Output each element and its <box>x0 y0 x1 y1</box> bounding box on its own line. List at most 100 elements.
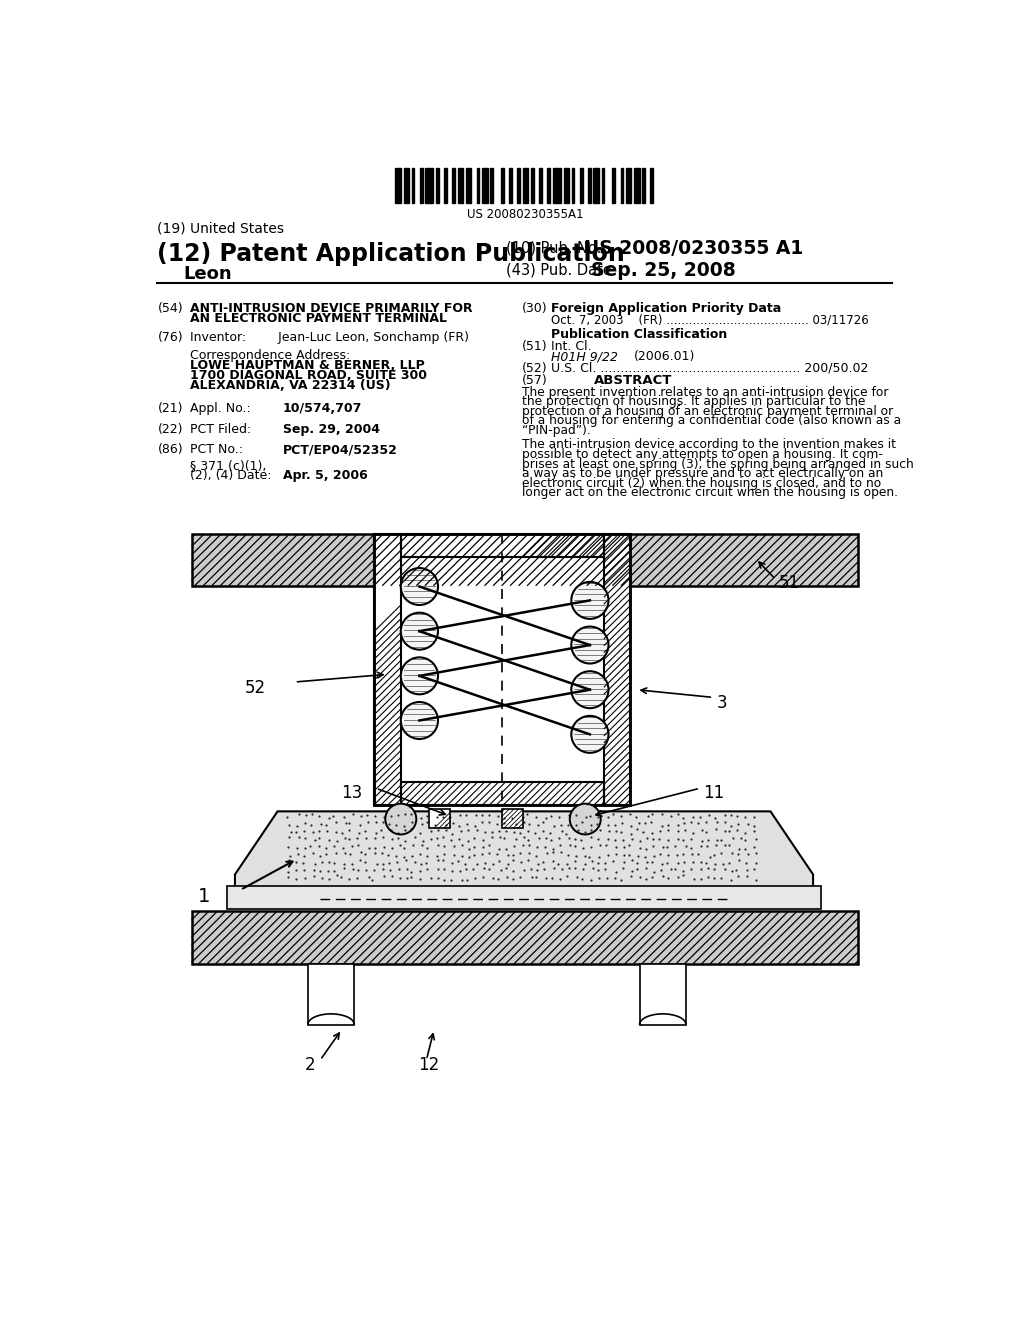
Circle shape <box>400 568 438 605</box>
Bar <box>429 809 451 829</box>
Text: U.S. Cl. .................................................. 200/50.02: U.S. Cl. ...............................… <box>551 362 868 375</box>
Bar <box>444 168 446 203</box>
Bar <box>547 168 550 203</box>
Text: Appl. No.:: Appl. No.: <box>190 401 251 414</box>
Text: (2), (4) Date:: (2), (4) Date: <box>190 469 271 482</box>
Bar <box>403 168 409 203</box>
Bar <box>502 809 523 829</box>
Text: US 2008/0230355 A1: US 2008/0230355 A1 <box>584 239 803 259</box>
Text: (57): (57) <box>521 374 548 387</box>
Text: Correspondence Address:: Correspondence Address: <box>190 350 350 363</box>
Bar <box>531 168 534 203</box>
Bar <box>523 168 528 203</box>
Bar <box>580 168 583 203</box>
Bar <box>375 535 630 805</box>
Text: Leon: Leon <box>183 264 232 282</box>
Bar <box>227 886 821 909</box>
Text: (43) Pub. Date:: (43) Pub. Date: <box>506 263 617 277</box>
Text: 11: 11 <box>703 784 724 801</box>
Text: 1: 1 <box>198 887 210 906</box>
Bar <box>466 168 471 203</box>
Bar <box>395 168 400 203</box>
Text: longer act on the electronic circuit when the housing is open.: longer act on the electronic circuit whe… <box>521 487 898 499</box>
Text: Inventor:        Jean-Luc Leon, Sonchamp (FR): Inventor: Jean-Luc Leon, Sonchamp (FR) <box>190 331 469 345</box>
Text: ANTI-INTRUSION DEVICE PRIMARILY FOR: ANTI-INTRUSION DEVICE PRIMARILY FOR <box>190 302 473 314</box>
Bar <box>563 168 569 203</box>
Circle shape <box>400 612 438 649</box>
Bar <box>477 168 479 203</box>
Bar <box>412 168 415 203</box>
Text: (19) United States: (19) United States <box>158 222 285 235</box>
Text: ALEXANDRIA, VA 22314 (US): ALEXANDRIA, VA 22314 (US) <box>190 379 390 392</box>
Text: H01H 9/22: H01H 9/22 <box>551 350 618 363</box>
Bar <box>553 168 561 203</box>
Bar <box>612 168 615 203</box>
Bar <box>420 168 423 203</box>
Bar <box>540 168 542 203</box>
Text: Int. Cl.: Int. Cl. <box>551 341 592 354</box>
Bar <box>642 168 645 203</box>
Text: 13: 13 <box>341 784 362 801</box>
Text: ABSTRACT: ABSTRACT <box>594 374 672 387</box>
Bar <box>626 168 632 203</box>
Bar <box>604 535 630 805</box>
Text: (12) Patent Application Publication: (12) Patent Application Publication <box>158 242 626 265</box>
Text: 12: 12 <box>419 1056 440 1074</box>
Text: (30): (30) <box>521 302 547 314</box>
Bar <box>601 168 604 203</box>
Bar <box>458 168 463 203</box>
Bar <box>517 168 520 203</box>
Circle shape <box>569 804 601 834</box>
Text: The anti-intrusion device according to the invention makes it: The anti-intrusion device according to t… <box>521 438 896 451</box>
Bar <box>634 168 640 203</box>
Text: Foreign Application Priority Data: Foreign Application Priority Data <box>551 302 781 314</box>
Text: US 20080230355A1: US 20080230355A1 <box>467 209 583 222</box>
Bar <box>400 781 604 805</box>
Bar <box>425 168 433 203</box>
Text: (51): (51) <box>521 341 547 354</box>
Text: Publication Classification: Publication Classification <box>551 327 727 341</box>
Bar <box>375 535 630 805</box>
Bar <box>436 168 438 203</box>
Text: “PIN-pad”).: “PIN-pad”). <box>521 424 591 437</box>
Text: (54): (54) <box>158 302 183 314</box>
Text: Apr. 5, 2006: Apr. 5, 2006 <box>283 469 368 482</box>
Text: (22): (22) <box>158 422 183 436</box>
Bar <box>621 168 624 203</box>
Text: The present invention relates to an anti-intrusion device for: The present invention relates to an anti… <box>521 385 888 399</box>
Text: (76): (76) <box>158 331 183 345</box>
Circle shape <box>571 671 608 708</box>
Bar <box>191 911 858 964</box>
Bar <box>650 168 653 203</box>
Circle shape <box>385 804 417 834</box>
Circle shape <box>571 627 608 664</box>
Bar <box>593 168 599 203</box>
Text: Sep. 25, 2008: Sep. 25, 2008 <box>592 261 736 280</box>
Bar <box>501 168 504 203</box>
Text: LOWE HAUPTMAN & BERNER, LLP: LOWE HAUPTMAN & BERNER, LLP <box>190 359 425 372</box>
Bar <box>482 168 487 203</box>
Text: PCT No.:: PCT No.: <box>190 444 243 457</box>
Text: (2006.01): (2006.01) <box>634 350 695 363</box>
Bar <box>640 964 686 1026</box>
Text: (10) Pub. No.:: (10) Pub. No.: <box>506 240 606 256</box>
Bar <box>509 168 512 203</box>
Text: the protection of housings. It applies in particular to the: the protection of housings. It applies i… <box>521 395 865 408</box>
Text: 1700 DIAGONAL ROAD, SUITE 300: 1700 DIAGONAL ROAD, SUITE 300 <box>190 370 427 383</box>
Circle shape <box>400 657 438 694</box>
Text: electronic circuit (2) when the housing is closed, and to no: electronic circuit (2) when the housing … <box>521 477 881 490</box>
Text: AN ELECTRONIC PAYMENT TERMINAL: AN ELECTRONIC PAYMENT TERMINAL <box>190 313 447 326</box>
Text: Sep. 29, 2004: Sep. 29, 2004 <box>283 422 380 436</box>
Text: (86): (86) <box>158 444 183 457</box>
Circle shape <box>571 715 608 752</box>
Text: a way as to be under pressure and to act electrically on an: a way as to be under pressure and to act… <box>521 467 883 480</box>
Bar <box>375 535 400 805</box>
Circle shape <box>400 702 438 739</box>
Text: protection of a housing of an electronic payment terminal or: protection of a housing of an electronic… <box>521 405 893 418</box>
Circle shape <box>571 582 608 619</box>
Bar <box>453 168 455 203</box>
Text: 2: 2 <box>305 1056 315 1074</box>
Text: Oct. 7, 2003    (FR) ...................................... 03/11726: Oct. 7, 2003 (FR) ......................… <box>551 314 869 327</box>
Text: 10/574,707: 10/574,707 <box>283 401 362 414</box>
Text: § 371 (c)(1),: § 371 (c)(1), <box>190 459 266 471</box>
